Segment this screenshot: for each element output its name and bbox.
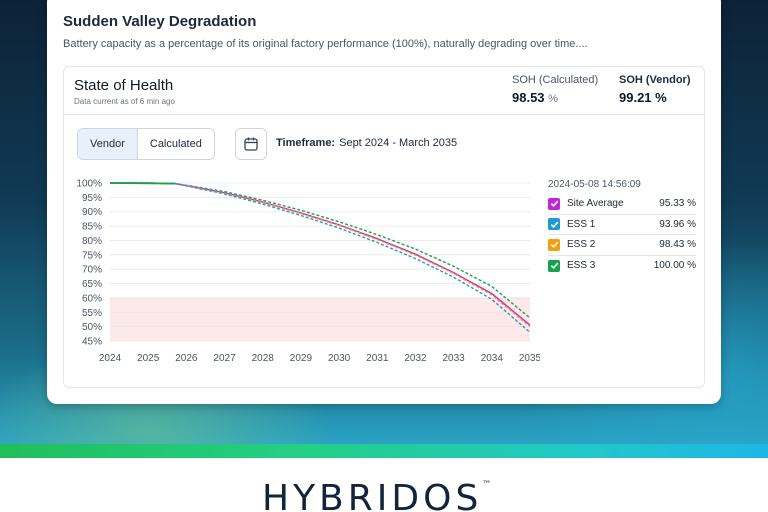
soh-calculated-value: 98.53 [512,90,545,105]
data-freshness: Data current as of 6 min ago [74,97,175,106]
series-actual-segment [109,182,175,185]
soh-vendor-metric: SOH (Vendor) 99.21 % [619,74,691,105]
soh-vendor-label: SOH (Vendor) [619,74,691,86]
source-toggle: Vendor Calculated [77,128,215,160]
threshold-band [110,297,530,341]
y-tick-label: 85% [82,222,102,233]
timeframe: Timeframe: Sept 2024 - March 2035 [276,137,457,149]
y-tick-label: 95% [82,193,102,204]
card-description: Battery capacity as a percentage of its … [63,38,588,50]
x-tick-label: 2024 [99,353,122,364]
calendar-icon [244,137,258,151]
legend-item-name: ESS 1 [567,218,596,230]
legend-item-name: ESS 2 [567,239,596,251]
chart-legend: 2024-05-08 14:56:09 Site Average 95.33 % E… [548,179,696,276]
x-tick-label: 2028 [252,353,275,364]
x-tick-label: 2029 [290,353,313,364]
legend-timestamp: 2024-05-08 14:56:09 [548,179,641,190]
legend-item-name: Site Average [567,198,624,210]
x-tick-label: 2034 [481,353,504,364]
soh-vendor-value: 99.21 [619,90,652,105]
y-tick-label: 50% [82,322,102,333]
x-tick-label: 2033 [443,353,466,364]
hybridos-logo: HYBRIDOS™ [262,478,512,512]
y-tick-label: 45% [82,337,102,348]
x-tick-label: 2035 [519,353,540,364]
y-tick-label: 100% [76,179,102,190]
checkbox-checked-icon[interactable] [548,238,560,251]
card-title: Sudden Valley Degradation [63,13,257,30]
legend-item-value: 93.96 % [659,218,696,230]
y-tick-label: 65% [82,279,102,290]
footer-area [0,458,768,512]
y-tick-label: 60% [82,293,102,304]
soh-vendor-unit: % [655,90,667,105]
logo-trademark: ™ [482,480,492,490]
timeframe-value: Sept 2024 - March 2035 [339,137,458,149]
y-tick-label: 70% [82,265,102,276]
brand-stripe [0,444,768,458]
legend-item-value: 100.00 % [653,260,696,272]
legend-item-name: ESS 3 [567,260,596,272]
legend-item-value: 95.33 % [659,198,696,210]
panel-header: State of Health Data current as of 6 min… [64,67,704,115]
x-tick-label: 2026 [175,353,198,364]
checkbox-checked-icon[interactable] [548,218,560,231]
timeframe-label: Timeframe: [276,137,336,149]
checkbox-checked-icon[interactable] [548,259,560,272]
y-tick-label: 75% [82,250,102,261]
calculated-button[interactable]: Calculated [137,129,214,159]
x-tick-label: 2030 [328,353,351,364]
logo-text: HYBRIDOS [262,478,483,512]
legend-item[interactable]: ESS 2 98.43 % [548,235,696,256]
x-tick-label: 2032 [404,353,427,364]
legend-item[interactable]: ESS 1 93.96 % [548,215,696,235]
series-line-ess-3 [110,182,531,319]
y-tick-label: 90% [82,207,102,218]
vendor-button[interactable]: Vendor [78,129,138,159]
y-tick-label: 80% [82,236,102,247]
calendar-button[interactable] [235,128,267,160]
soh-calculated-metric: SOH (Calculated) 98.53 % [512,74,598,105]
x-tick-label: 2031 [366,353,389,364]
x-tick-label: 2025 [137,353,160,364]
y-tick-label: 55% [82,308,102,319]
soh-calculated-unit: % [548,93,558,105]
soh-calculated-label: SOH (Calculated) [512,74,599,86]
checkbox-checked-icon[interactable] [548,197,560,210]
x-tick-label: 2027 [213,353,236,364]
legend-item[interactable]: Site Average 95.33 % [548,194,696,215]
soh-chart-svg: 100% 95% 90% 85% 80% 75% 70% 65% 60% 55% 50% 45% 202… [76,179,541,365]
legend-item[interactable]: ESS 3 100.00 % [548,256,696,277]
soh-chart: 100% 95% 90% 85% 80% 75% 70% 65% 60% 55% 50% 45% 202… [70,175,541,375]
state-of-health-panel: State of Health Data current as of 6 min… [63,66,705,388]
degradation-card: Sudden Valley Degradation Battery capaci… [47,0,721,404]
legend-item-value: 98.43 % [659,239,696,251]
panel-title: State of Health [74,77,174,94]
